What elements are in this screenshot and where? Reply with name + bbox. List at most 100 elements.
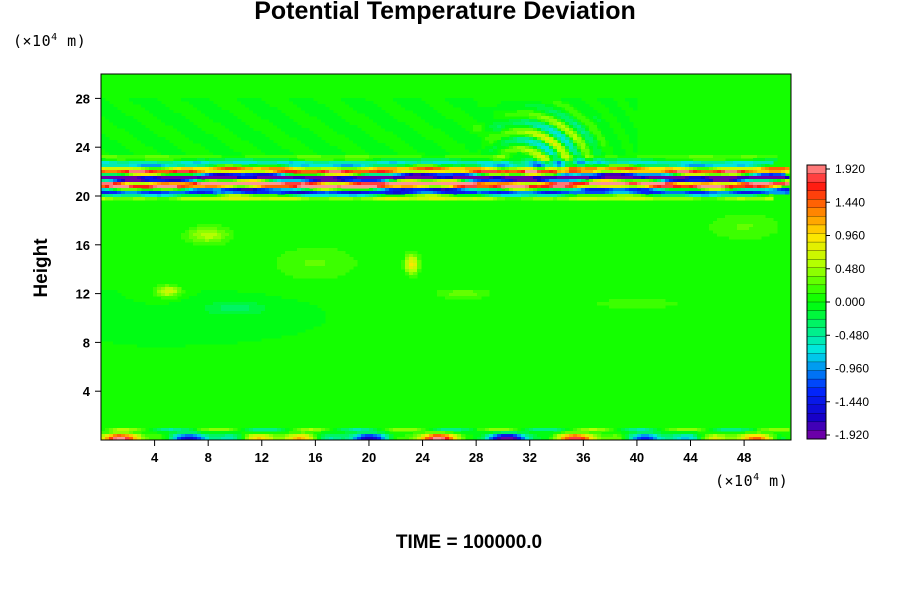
heatmap-cell xyxy=(429,437,434,440)
heatmap-cell xyxy=(565,113,570,117)
heatmap-cell xyxy=(421,434,426,438)
heatmap-cell xyxy=(105,149,130,153)
heatmap-cell xyxy=(545,104,554,108)
heatmap-cell xyxy=(561,167,566,171)
heatmap-cell xyxy=(577,131,582,135)
heatmap-cell xyxy=(689,176,702,180)
heatmap-cell xyxy=(161,176,198,180)
heatmap-cell xyxy=(545,179,550,183)
heatmap-cell xyxy=(153,170,158,174)
heatmap-cell xyxy=(129,185,134,189)
heatmap-cell xyxy=(193,239,206,243)
heatmap-cell xyxy=(201,437,206,440)
heatmap-cell xyxy=(609,188,614,192)
heatmap-cell xyxy=(529,173,534,177)
y-tick-label: 28 xyxy=(76,91,90,106)
heatmap-cell xyxy=(589,437,594,440)
heatmap-cell xyxy=(625,128,638,132)
heatmap-cell xyxy=(609,110,626,114)
heatmap-cell xyxy=(769,170,782,174)
heatmap-cell xyxy=(369,173,390,177)
heatmap-cell xyxy=(137,428,142,432)
heatmap-cell xyxy=(569,182,574,186)
heatmap-cell xyxy=(625,179,634,183)
x-tick-label: 24 xyxy=(415,450,430,465)
heatmap-cell xyxy=(549,155,554,159)
heatmap-cell xyxy=(189,236,198,240)
heatmap-cell xyxy=(453,173,466,177)
chart-title: Potential Temperature Deviation xyxy=(254,0,636,25)
x-unit-prefix: (×10 xyxy=(715,472,754,490)
heatmap-cell xyxy=(757,173,762,177)
heatmap-cell xyxy=(301,428,310,432)
heatmap-cell xyxy=(129,437,134,440)
heatmap-cell xyxy=(149,170,154,174)
heatmap-cell xyxy=(205,437,210,440)
heatmap-cell xyxy=(297,191,306,195)
heatmap-cell xyxy=(573,137,578,141)
heatmap-cell xyxy=(169,437,174,440)
heatmap-cell xyxy=(501,194,522,198)
heatmap-cell xyxy=(713,182,718,186)
x-tick-label: 36 xyxy=(576,450,590,465)
heatmap-cell xyxy=(569,131,574,135)
heatmap-cell xyxy=(389,188,394,192)
heatmap-cell xyxy=(581,173,594,177)
x-tick-label: 4 xyxy=(151,450,159,465)
heatmap-cell xyxy=(533,176,542,180)
heatmap-cell xyxy=(389,170,394,174)
heatmap-cell xyxy=(225,167,238,171)
heatmap-cell xyxy=(197,437,202,440)
heatmap-cell xyxy=(749,437,754,440)
heatmap-cell xyxy=(101,137,110,141)
heatmap-cell xyxy=(585,155,590,159)
heatmap-cell xyxy=(217,173,226,177)
heatmap-cell xyxy=(417,164,434,168)
heatmap-cell xyxy=(241,170,246,174)
heatmap-cell xyxy=(569,146,574,150)
heatmap-cell xyxy=(141,428,146,432)
heatmap-cell xyxy=(289,431,302,435)
heatmap-cell xyxy=(477,170,482,174)
heatmap-cell xyxy=(565,128,570,132)
heatmap-cell xyxy=(485,122,494,126)
heatmap-cell xyxy=(365,164,370,168)
heatmap-cell xyxy=(349,170,354,174)
heatmap-cell xyxy=(369,116,394,120)
heatmap-cell xyxy=(145,107,170,111)
heatmap-cell xyxy=(213,152,242,156)
heatmap-cell xyxy=(185,434,194,438)
heatmap-cell xyxy=(293,167,298,171)
heatmap-cell xyxy=(193,170,198,174)
heatmap-cell xyxy=(349,428,354,432)
heatmap-cell xyxy=(705,173,710,177)
heatmap-cell xyxy=(749,434,762,438)
heatmap-cell xyxy=(577,161,586,165)
heatmap-cell xyxy=(405,170,410,174)
heatmap-cell xyxy=(169,164,178,168)
heatmap-cell xyxy=(485,173,490,177)
heatmap-cell xyxy=(265,305,318,309)
heatmap-cell xyxy=(549,149,554,153)
heatmap-cell xyxy=(341,176,354,180)
heatmap-cell xyxy=(589,161,594,165)
heatmap-cell xyxy=(141,104,166,108)
heatmap-cell xyxy=(573,152,578,156)
heatmap-cell xyxy=(445,98,474,102)
heatmap-cell xyxy=(701,437,706,440)
heatmap-cell xyxy=(441,194,450,198)
heatmap-cell xyxy=(305,437,310,440)
heatmap-cell xyxy=(705,437,710,440)
heatmap-cell xyxy=(525,143,530,147)
heatmap-cell xyxy=(597,122,610,126)
heatmap-cell xyxy=(601,161,606,165)
heatmap-cell xyxy=(185,239,194,243)
heatmap-cell xyxy=(185,164,198,168)
heatmap-cell xyxy=(725,215,766,219)
heatmap-cell xyxy=(157,431,170,435)
heatmap-cell xyxy=(529,434,534,438)
heatmap-cell xyxy=(529,164,534,168)
heatmap-cell xyxy=(601,179,610,183)
heatmap-cell xyxy=(245,185,250,189)
heatmap-cell xyxy=(237,434,242,438)
